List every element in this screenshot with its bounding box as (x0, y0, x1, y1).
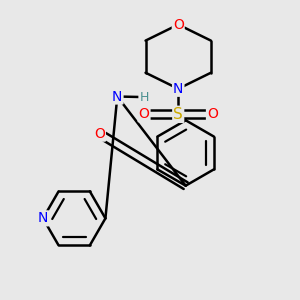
Text: H: H (140, 91, 149, 103)
Text: O: O (207, 107, 218, 121)
Text: O: O (139, 107, 149, 121)
Text: N: N (112, 89, 122, 103)
Text: N: N (38, 212, 48, 225)
Text: O: O (94, 127, 105, 141)
Text: O: O (173, 18, 184, 32)
Text: N: N (173, 82, 183, 96)
Text: S: S (173, 107, 183, 122)
